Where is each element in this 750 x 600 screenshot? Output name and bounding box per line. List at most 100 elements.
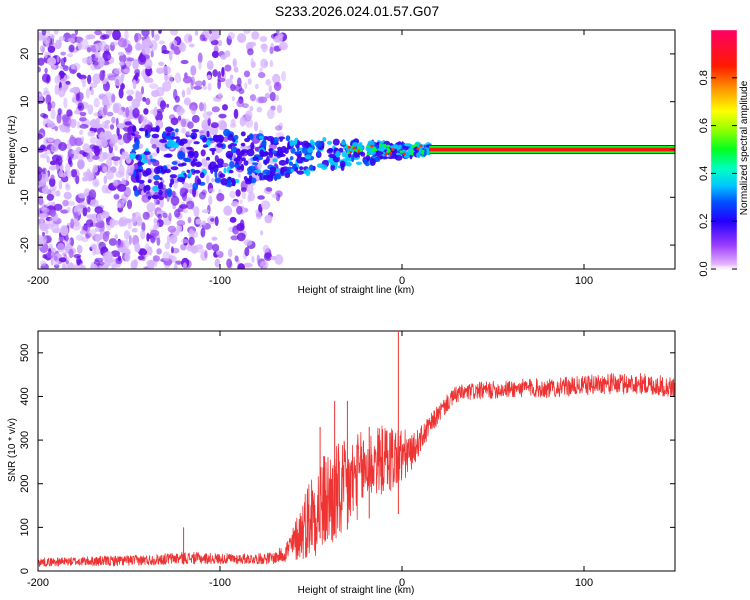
signal-blob (294, 151, 302, 155)
noise-blob (190, 65, 197, 76)
noise-blob (87, 229, 97, 238)
signal-blob (240, 150, 245, 156)
signal-blob (170, 166, 179, 171)
signal-blob (143, 185, 147, 193)
noise-blob (253, 121, 259, 132)
noise-blob (206, 74, 212, 79)
noise-blob (86, 214, 95, 219)
noise-blob (224, 50, 231, 58)
noise-blob (278, 41, 288, 51)
noise-blob (145, 97, 151, 106)
noise-blob (41, 207, 50, 213)
noise-blob (114, 234, 118, 240)
noise-blob (146, 232, 150, 242)
noise-blob (45, 229, 49, 234)
signal-blob (252, 156, 259, 162)
noise-blob (53, 30, 59, 35)
signal-blob (355, 161, 363, 165)
noise-blob (128, 105, 135, 110)
noise-blob (87, 130, 96, 137)
noise-blob (271, 193, 278, 199)
noise-blob (258, 72, 266, 79)
noise-blob (195, 218, 202, 225)
signal-blob (403, 154, 410, 159)
noise-blob (206, 60, 214, 71)
noise-blob (224, 64, 232, 72)
noise-blob (135, 91, 143, 102)
noise-blob (125, 170, 129, 181)
noise-blob (126, 95, 133, 102)
noise-blob (223, 205, 233, 216)
noise-blob (198, 61, 202, 70)
signal-blob (152, 185, 159, 192)
noise-blob (239, 145, 249, 150)
noise-blob (175, 260, 183, 265)
signal-blob (193, 150, 199, 159)
noise-blob (174, 72, 182, 84)
noise-blob (276, 104, 283, 114)
noise-blob (137, 114, 144, 123)
signal-blob (321, 164, 328, 170)
signal-blob (286, 166, 294, 175)
noise-blob (123, 239, 130, 250)
noise-blob (180, 118, 187, 128)
noise-blob (127, 220, 132, 230)
noise-blob (117, 37, 127, 48)
noise-blob (230, 123, 237, 128)
noise-blob (58, 124, 66, 129)
noise-blob (113, 102, 122, 111)
signal-blob (135, 138, 140, 146)
noise-blob (119, 53, 127, 64)
signal-blob (367, 147, 372, 154)
signal-blob (220, 178, 228, 186)
noise-blob (87, 74, 92, 85)
noise-blob (114, 144, 118, 152)
noise-blob (199, 102, 204, 112)
signal-blob (248, 133, 254, 140)
spectrogram-x-label: Height of straight line (km) (298, 285, 415, 296)
noise-blob (40, 144, 46, 151)
noise-blob (269, 91, 276, 102)
signal-blob (229, 161, 235, 169)
signal-blob (352, 142, 359, 147)
noise-blob (222, 136, 229, 142)
noise-blob (151, 30, 155, 38)
snr-x-label: Height of straight line (km) (298, 585, 415, 596)
signal-blob (382, 156, 389, 160)
noise-blob (237, 263, 245, 269)
noise-blob (239, 199, 243, 204)
noise-blob (38, 57, 45, 66)
noise-blob (154, 197, 159, 206)
spectrogram-y-ticks: -20 -10 0 10 20 (19, 48, 675, 253)
noise-blob (40, 260, 47, 266)
signal-blob (171, 131, 175, 138)
noise-blob (62, 199, 69, 207)
noise-blob (169, 30, 179, 36)
signal-blob (240, 142, 246, 147)
noise-blob (122, 132, 132, 144)
signal-blob (301, 140, 310, 149)
signal-blob (233, 134, 239, 140)
signal-blob (215, 164, 224, 168)
signal-blob (143, 151, 151, 156)
signal-blob (363, 158, 368, 165)
noise-blob (67, 37, 76, 43)
noise-blob (227, 32, 236, 40)
noise-blob (46, 193, 54, 201)
signal-peak-blob (421, 152, 425, 155)
noise-blob (97, 133, 103, 139)
signal-blob (307, 147, 313, 153)
noise-blob (126, 89, 135, 96)
noise-blob (173, 179, 178, 189)
noise-blob (101, 34, 110, 40)
noise-blob (228, 248, 233, 258)
noise-blob (49, 160, 57, 166)
noise-blob (107, 74, 117, 81)
signal-blob (193, 141, 200, 145)
signal-blob (165, 153, 173, 158)
noise-blob (56, 113, 62, 124)
signal-blob (129, 152, 137, 160)
signal-blob (259, 176, 263, 181)
noise-blob (87, 104, 94, 115)
noise-blob (117, 123, 126, 129)
